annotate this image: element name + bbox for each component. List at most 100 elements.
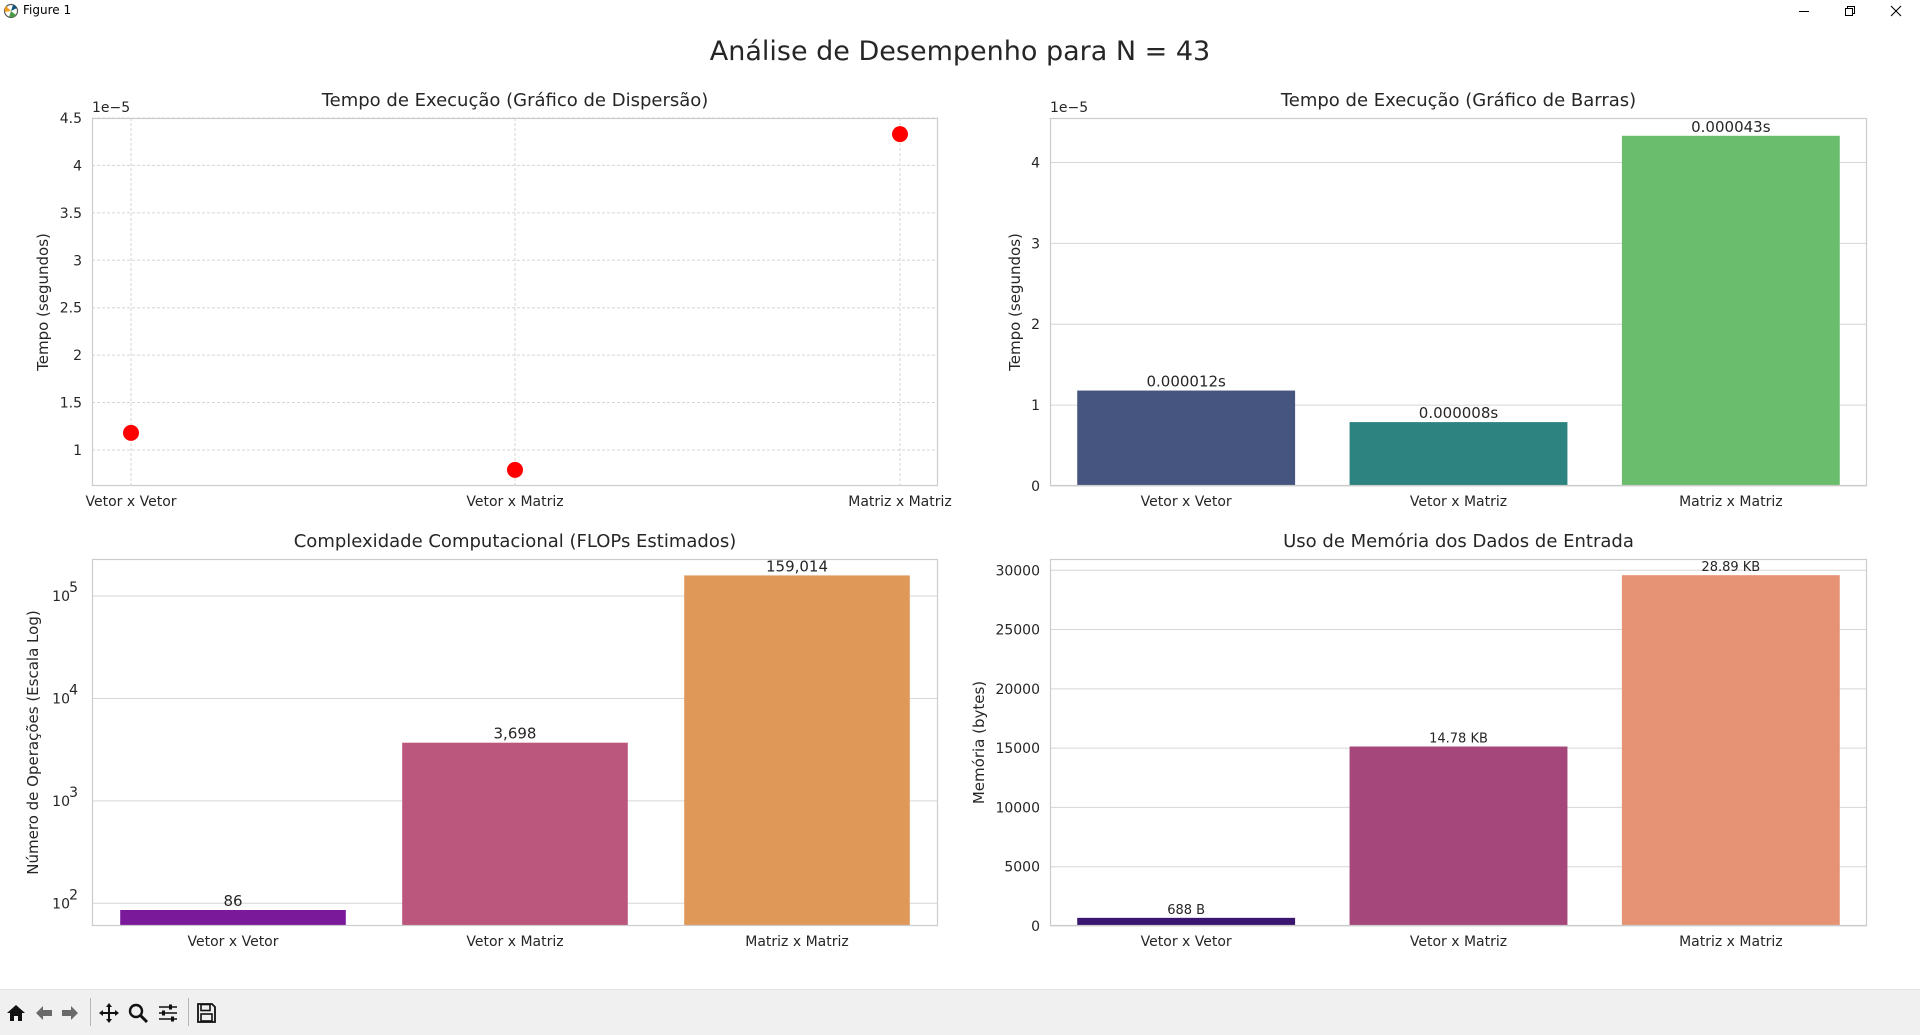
window-titlebar: Figure 1 — [0, 0, 1920, 22]
y-tick-label: 0 — [1031, 479, 1040, 495]
bar — [1621, 575, 1840, 926]
axes-title: Uso de Memória dos Dados de Entrada — [1283, 531, 1634, 552]
zoom-icon — [128, 1003, 149, 1024]
y-tick-label: 3.5 — [60, 206, 82, 222]
axes-frame — [1049, 117, 1868, 487]
save-button[interactable] — [193, 1000, 219, 1026]
y-tick-label: 25000 — [995, 623, 1040, 639]
x-tick-label: Matriz x Matriz — [1679, 934, 1782, 950]
y-offset-text: 1e−5 — [1050, 100, 1088, 116]
figure-suptitle: Análise de Desempenho para N = 43 — [709, 36, 1211, 67]
forward-arrow-icon — [62, 1006, 78, 1020]
back-arrow-icon — [36, 1006, 52, 1020]
bar-data-label: 86 — [223, 892, 242, 910]
y-tick-label: 20000 — [995, 682, 1040, 698]
y-axis-label: Memória (bytes) — [970, 681, 988, 804]
y-tick-label: 0 — [1031, 919, 1040, 935]
bar-data-label: 3,698 — [494, 725, 537, 743]
zoom-button[interactable] — [125, 1000, 151, 1026]
y-tick-label: 5000 — [1004, 860, 1040, 876]
y-tick-exponent: 5 — [69, 580, 78, 596]
configure-subplots-icon — [159, 1004, 177, 1022]
axes-title: Tempo de Execução (Gráfico de Barras) — [1280, 90, 1637, 111]
bar — [684, 575, 910, 926]
scatter-point — [507, 461, 523, 478]
y-tick-label: 105 — [52, 580, 78, 605]
y-tick-label: 103 — [52, 785, 78, 810]
axes-frame — [91, 558, 939, 927]
scatter-execution-time-axes: Tempo de Execução (Gráfico de Dispersão)… — [34, 90, 952, 510]
axes-title: Complexidade Computacional (FLOPs Estima… — [293, 531, 737, 552]
forward-button[interactable] — [57, 1000, 83, 1026]
y-tick-label: 102 — [52, 887, 78, 912]
back-button[interactable] — [31, 1000, 57, 1026]
y-tick-label: 2 — [73, 348, 82, 364]
bar-flops-axes: Complexidade Computacional (FLOPs Estima… — [24, 531, 939, 950]
configure-subplots-button[interactable] — [155, 1000, 181, 1026]
y-tick-label: 3 — [1031, 236, 1040, 252]
chart-svg: 0 5000 10000 15000 20000 25000 30000 688 B Vetor… — [970, 558, 1868, 950]
y-tick-label: 15000 — [995, 741, 1040, 757]
y-tick-label: 10000 — [995, 800, 1040, 816]
maximize-icon — [1845, 6, 1855, 16]
x-tick-label: Vetor x Vetor — [1141, 934, 1232, 950]
toolbar-separator — [90, 998, 91, 1026]
y-axis-label: Tempo (segundos) — [34, 233, 52, 372]
close-button[interactable] — [1873, 0, 1919, 22]
x-tick-label: Matriz x Matriz — [745, 934, 848, 950]
x-tick-label: Matriz x Matriz — [848, 494, 951, 510]
matplotlib-logo-icon — [3, 3, 19, 19]
axes-title: Tempo de Execução (Gráfico de Dispersão) — [321, 90, 709, 111]
close-icon — [1890, 5, 1902, 17]
y-tick-label: 1 — [1031, 398, 1040, 414]
chart-svg: 0 1 2 3 4 0.000012s Vetor x Vetor 0.000008s Veto… — [1006, 100, 1868, 510]
bar — [1077, 390, 1296, 486]
y-tick-label: 2 — [1031, 317, 1040, 333]
x-tick-label: Vetor x Vetor — [85, 494, 176, 510]
y-tick-base: 10 — [52, 589, 70, 605]
x-tick-label: Vetor x Matriz — [1410, 494, 1507, 510]
y-tick-label: 1.5 — [60, 396, 82, 412]
x-tick-label: Vetor x Vetor — [187, 934, 278, 950]
bar — [120, 909, 346, 926]
bar-memory-axes: Uso de Memória dos Dados de Entrada 0 500… — [970, 531, 1868, 950]
y-axis-label: Tempo (segundos) — [1006, 233, 1024, 372]
navigation-toolbar — [0, 989, 1920, 1035]
home-icon — [7, 1005, 25, 1021]
x-tick-label: Matriz x Matriz — [1679, 494, 1782, 510]
bar-data-label: 0.000043s — [1691, 118, 1771, 136]
axes-frame — [91, 117, 939, 487]
axes-frame — [1049, 558, 1868, 927]
home-button[interactable] — [3, 1000, 29, 1026]
y-tick-exponent: 4 — [69, 682, 78, 698]
window-title: Figure 1 — [23, 3, 72, 17]
y-tick-exponent: 2 — [69, 887, 78, 903]
maximize-button[interactable] — [1827, 0, 1873, 22]
bar — [402, 742, 628, 926]
x-tick-label: Vetor x Matriz — [466, 494, 563, 510]
minimize-icon — [1799, 11, 1809, 12]
bar-data-label: 688 B — [1167, 903, 1205, 918]
bar — [1349, 746, 1568, 926]
x-tick-label: Vetor x Matriz — [466, 934, 563, 950]
y-tick-label: 4.5 — [60, 111, 82, 127]
minimize-button[interactable] — [1781, 0, 1827, 22]
bar-data-label: 28.89 KB — [1701, 560, 1760, 575]
bar-data-label: 0.000012s — [1146, 373, 1226, 391]
bar-data-label: 14.78 KB — [1429, 732, 1488, 747]
bar — [1077, 917, 1296, 926]
y-tick-exponent: 3 — [69, 785, 78, 801]
y-tick-base: 10 — [52, 896, 70, 912]
bar — [1621, 135, 1840, 487]
bar-data-label: 0.000008s — [1419, 404, 1499, 422]
scatter-point — [892, 126, 908, 143]
y-tick-label: 30000 — [995, 563, 1040, 579]
y-tick-label: 4 — [73, 158, 82, 174]
y-tick-label: 3 — [73, 253, 82, 269]
y-tick-base: 10 — [52, 691, 70, 707]
toolbar-separator — [188, 998, 189, 1026]
bar-data-label: 159,014 — [766, 557, 828, 575]
pan-button[interactable] — [96, 1000, 122, 1026]
figure-canvas: Análise de Desempenho para N = 43 Tempo … — [0, 22, 1920, 989]
